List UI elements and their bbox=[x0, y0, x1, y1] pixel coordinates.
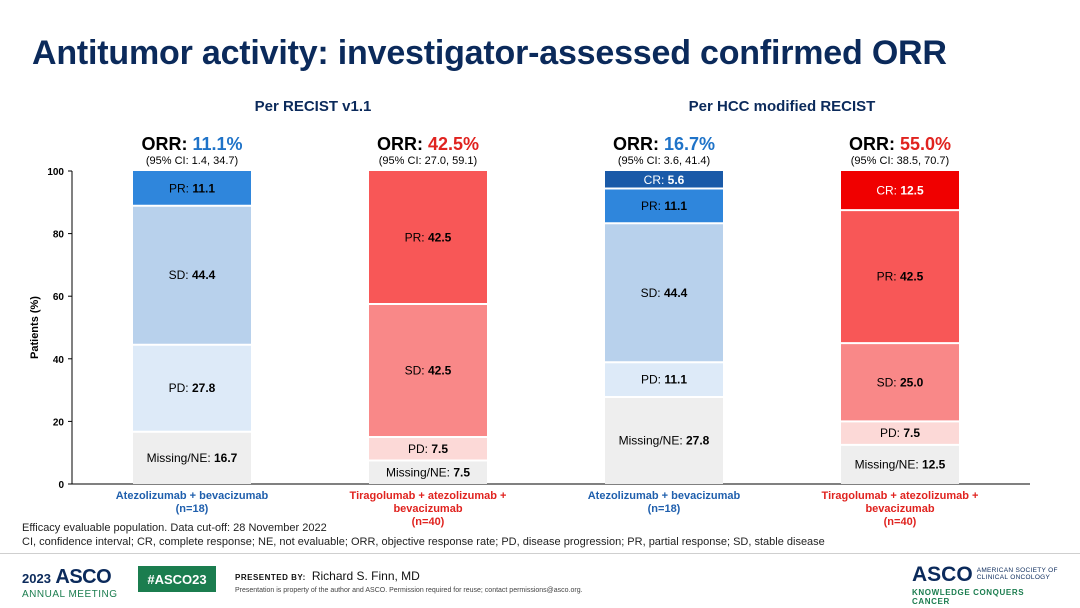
segment-data-label: Missing/NE: 12.5 bbox=[855, 457, 946, 471]
segment-data-label: Missing/NE: 27.8 bbox=[619, 433, 710, 447]
asco-wordmark: ASCO bbox=[912, 563, 973, 586]
segment-data-label: PR: 42.5 bbox=[877, 270, 924, 284]
slide-title: Antitumor activity: investigator-assesse… bbox=[32, 34, 947, 72]
bar-segment-pd bbox=[841, 421, 959, 445]
bar-segment-cr bbox=[841, 171, 959, 211]
x-category-label-line: (n=40) bbox=[411, 516, 445, 528]
orr-ci: (95% CI: 3.6, 41.4) bbox=[617, 155, 711, 167]
presented-by-label: PRESENTED BY: bbox=[235, 573, 306, 582]
y-axis-label: Patients (%) bbox=[29, 296, 41, 359]
bar-segment-pr bbox=[133, 171, 251, 206]
y-tick-label: 60 bbox=[53, 292, 65, 303]
hashtag-badge: #ASCO23 bbox=[138, 566, 216, 592]
presenter-line: PRESENTED BY: Richard S. Finn, MD bbox=[235, 569, 420, 583]
segment-data-label: SD: 42.5 bbox=[405, 364, 452, 378]
y-tick-label: 20 bbox=[53, 417, 65, 428]
bar-segment-missing-ne bbox=[841, 444, 959, 484]
x-category-label-line: (n=18) bbox=[175, 503, 209, 515]
x-category-label: Tiragolumab + atezolizumab + bevacizumab(… bbox=[323, 490, 533, 529]
bar-segment-missing-ne bbox=[605, 396, 723, 484]
x-category-label: Atezolizumab + bevacizumab (n=18) bbox=[87, 490, 297, 516]
x-category-label-line: (n=18) bbox=[647, 503, 681, 515]
segment-data-label: PR: 11.1 bbox=[169, 181, 215, 195]
stacked-bar-chart: 0 20 40 60 80 100 Patients (%) Missing/NE: 16.7… bbox=[29, 167, 1030, 491]
segment-data-label: PD: 27.8 bbox=[169, 381, 216, 395]
segment-data-label: Missing/NE: 16.7 bbox=[147, 451, 238, 465]
logo-asco: ASCO bbox=[55, 566, 112, 588]
bar-segment-sd bbox=[369, 304, 487, 438]
group-header-recist: Per RECIST v1.1 bbox=[254, 98, 372, 115]
orr-label: ORR: 11.1% (95% CI: 1.4, 34.7) bbox=[92, 133, 292, 168]
orr-ci: (95% CI: 27.0, 59.1) bbox=[378, 155, 478, 167]
orr-value: ORR: 16.7% bbox=[612, 134, 716, 154]
segment-data-label: Missing/NE: 7.5 bbox=[386, 465, 470, 479]
asco-tagline: KNOWLEDGE CONQUERS CANCER bbox=[912, 588, 1025, 606]
x-category-label-line: Tiragolumab + atezolizumab + bbox=[821, 490, 979, 502]
bar-segment-pd bbox=[605, 362, 723, 397]
presenter-name: Richard S. Finn, MD bbox=[311, 569, 420, 583]
x-category-label-line: (n=40) bbox=[883, 516, 917, 528]
society-name-line2: CLINICAL ONCOLOGY bbox=[976, 574, 1051, 581]
y-tick-label: 40 bbox=[53, 355, 65, 366]
society-name: AMERICAN SOCIETY OF CLINICAL ONCOLOGY bbox=[977, 567, 1058, 581]
orr-value: ORR: 42.5% bbox=[376, 134, 480, 154]
bar-segment-pr bbox=[369, 171, 487, 305]
orr-ci: (95% CI: 1.4, 34.7) bbox=[145, 155, 239, 167]
x-category-label: Atezolizumab + bevacizumab (n=18) bbox=[559, 490, 769, 516]
x-category-label-line: Atezolizumab + bevacizumab bbox=[587, 490, 741, 502]
y-tick-label: 100 bbox=[47, 167, 64, 178]
segment-data-label: PR: 42.5 bbox=[405, 231, 452, 245]
y-tick-label: 0 bbox=[58, 480, 64, 491]
bar-segment-missing-ne bbox=[369, 460, 487, 484]
bar-segment-cr bbox=[605, 171, 723, 189]
segment-data-label: PD: 11.1 bbox=[641, 373, 687, 387]
x-category-label-line: bevacizumab bbox=[865, 503, 935, 515]
segment-data-label: SD: 44.4 bbox=[641, 286, 688, 300]
orr-label: ORR: 42.5% (95% CI: 27.0, 59.1) bbox=[328, 133, 528, 168]
logo-year: 2023 bbox=[22, 571, 51, 586]
x-category-label: Tiragolumab + atezolizumab + bevacizumab(… bbox=[795, 490, 1005, 529]
segment-data-label: PD: 7.5 bbox=[880, 426, 920, 440]
segment-data-label: CR: 12.5 bbox=[876, 184, 924, 198]
society-name-line1: AMERICAN SOCIETY OF bbox=[976, 567, 1058, 574]
segment-data-label: PR: 11.1 bbox=[641, 199, 687, 213]
orr-label: ORR: 16.7% (95% CI: 3.6, 41.4) bbox=[564, 133, 764, 168]
x-category-label-line: Atezolizumab + bevacizumab bbox=[115, 490, 269, 502]
group-header-hcc-mrecist: Per HCC modified RECIST bbox=[688, 98, 876, 115]
x-category-label-line: bevacizumab bbox=[393, 503, 463, 515]
bar-segment-pd bbox=[133, 344, 251, 432]
bar-segment-sd bbox=[841, 343, 959, 422]
x-category-label-line: Tiragolumab + atezolizumab + bbox=[349, 490, 507, 502]
bar-segment-pd bbox=[369, 437, 487, 461]
footnote-population: Efficacy evaluable population. Data cut-… bbox=[22, 522, 327, 534]
orr-label: ORR: 55.0% (95% CI: 38.5, 70.7) bbox=[800, 133, 1000, 168]
orr-value: ORR: 55.0% bbox=[848, 134, 952, 154]
footnote-abbreviations: CI, confidence interval; CR, complete re… bbox=[22, 536, 825, 548]
segment-data-label: SD: 25.0 bbox=[877, 375, 924, 389]
property-note: Presentation is property of the author a… bbox=[235, 587, 583, 594]
orr-ci: (95% CI: 38.5, 70.7) bbox=[850, 155, 950, 167]
bar-segment-pr bbox=[841, 210, 959, 344]
bar-segment-missing-ne bbox=[133, 431, 251, 484]
asco-annual-meeting-logo: 2023 ASCO ANNUAL MEETING bbox=[22, 566, 118, 600]
asco-society-logo: ASCO AMERICAN SOCIETY OF CLINICAL ONCOLOGY… bbox=[912, 563, 1062, 606]
segment-data-label: CR: 5.6 bbox=[644, 173, 685, 187]
bar-segment-sd bbox=[133, 205, 251, 345]
orr-value: ORR: 11.1% bbox=[141, 134, 243, 154]
y-tick-label: 80 bbox=[53, 230, 65, 241]
segment-data-label: SD: 44.4 bbox=[169, 268, 216, 282]
bar-segment-pr bbox=[605, 188, 723, 224]
segment-data-label: PD: 7.5 bbox=[408, 442, 448, 456]
logo-annual-meeting: ANNUAL MEETING bbox=[22, 589, 118, 600]
bar-segment-sd bbox=[605, 223, 723, 363]
